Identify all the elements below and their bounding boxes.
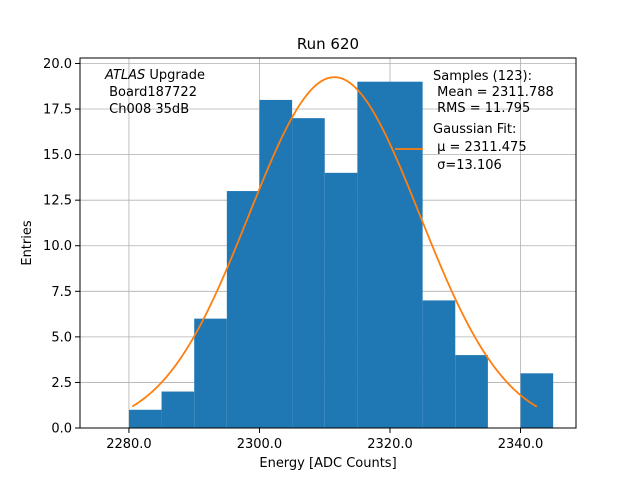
x-tick-label: 2340.0 — [498, 437, 544, 452]
y-tick-label: 10.0 — [43, 239, 72, 254]
legend-fit-title: Gaussian Fit: — [433, 122, 516, 137]
plot-frame — [79, 57, 577, 429]
board-label: Board187722 — [105, 85, 197, 100]
histogram-bar — [292, 118, 325, 429]
gaussian-fit — [131, 76, 538, 408]
x-tick-label: 2280.0 — [106, 437, 152, 452]
histogram-bar — [128, 409, 162, 428]
histogram-bar — [259, 99, 293, 429]
histogram-bar — [390, 81, 423, 428]
x-tick-label: 2320.0 — [367, 437, 413, 452]
histogram-bar — [226, 191, 260, 428]
legend: Samples (123): Mean = 2311.788 RMS = 11.… — [395, 69, 554, 173]
legend-mu: μ = 2311.475 — [433, 140, 527, 155]
histogram-bar — [324, 172, 358, 428]
y-tick-label: 0.0 — [51, 422, 72, 437]
gaussian-fit-curve — [131, 76, 538, 408]
y-tick-label: 5.0 — [51, 330, 72, 345]
histogram-bar — [357, 81, 390, 428]
y-ticks: 0.0 2.5 5.0 7.5 10.0 12.5 15.0 17.5 20.0 — [43, 57, 80, 437]
x-ticks: 2280.0 2300.0 2320.0 2340.0 — [106, 428, 543, 452]
y-tick-label: 20.0 — [43, 57, 72, 72]
annotation-left: ATLAS Upgrade Board187722 Ch008 35dB — [104, 68, 205, 117]
histogram-bar — [161, 391, 195, 428]
y-axis-label: Entries — [20, 220, 35, 266]
chart-title: Run 620 — [297, 35, 359, 53]
y-tick-label: 17.5 — [43, 103, 72, 118]
atlas-label: ATLAS Upgrade — [104, 68, 205, 83]
legend-samples-title: Samples (123): — [433, 69, 532, 84]
histogram-bars — [128, 81, 554, 429]
channel-label: Ch008 35dB — [105, 102, 189, 117]
y-tick-label: 7.5 — [51, 285, 72, 300]
x-tick-label: 2300.0 — [237, 437, 283, 452]
histogram-bar — [194, 318, 227, 428]
legend-rms: RMS = 11.795 — [433, 101, 530, 116]
legend-mean: Mean = 2311.788 — [433, 85, 554, 100]
x-axis-label: Energy [ADC Counts] — [259, 456, 396, 471]
legend-sigma: σ=13.106 — [433, 158, 502, 173]
histogram-bar — [520, 373, 554, 428]
histogram-bar — [455, 355, 488, 428]
y-tick-label: 15.0 — [43, 148, 72, 163]
y-tick-label: 2.5 — [51, 376, 72, 391]
y-tick-label: 12.5 — [43, 194, 72, 209]
histogram-bar — [422, 300, 456, 428]
